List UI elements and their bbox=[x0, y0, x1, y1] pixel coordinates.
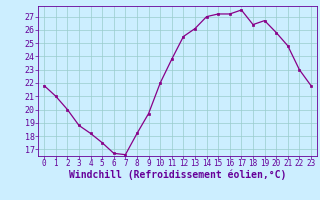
X-axis label: Windchill (Refroidissement éolien,°C): Windchill (Refroidissement éolien,°C) bbox=[69, 170, 286, 180]
